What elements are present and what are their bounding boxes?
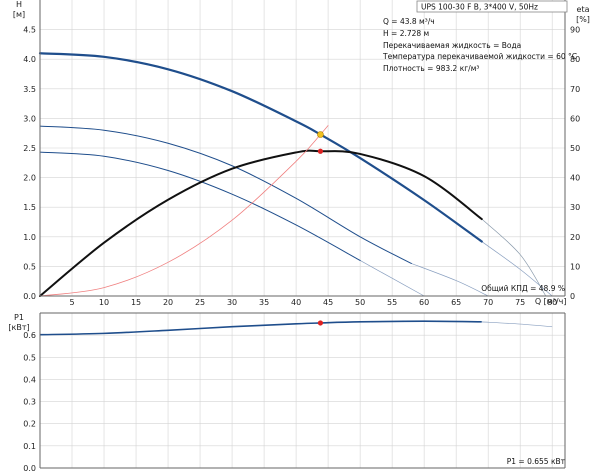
eta-tick-label: 0 bbox=[570, 292, 575, 301]
eta-tick-label: 50 bbox=[570, 144, 580, 153]
p1-tick-label: 0.2 bbox=[23, 420, 36, 429]
h-tick-label: 2.0 bbox=[23, 174, 36, 183]
h-axis-unit: [м] bbox=[13, 10, 25, 19]
power-point-marker bbox=[317, 320, 324, 326]
power-label: P1 = 0.655 кВт bbox=[507, 457, 566, 466]
p1-tick-label: 0.1 bbox=[23, 442, 36, 451]
q-tick-label: 20 bbox=[163, 298, 173, 307]
q-tick-label: 10 bbox=[99, 298, 109, 307]
p1-curve-extension bbox=[481, 321, 553, 328]
eta-tick-label: 10 bbox=[570, 262, 580, 271]
q-tick-label: 50 bbox=[355, 298, 365, 307]
info-line: Q = 43.8 м³/ч bbox=[383, 17, 435, 26]
eta-tick-label: 20 bbox=[570, 233, 580, 242]
q-axis-unit: [м³/ч] bbox=[544, 297, 567, 306]
axes bbox=[39, 0, 566, 469]
p1-tick-label: 0.4 bbox=[23, 375, 36, 384]
pump-curve-speed-2 bbox=[39, 125, 412, 264]
p1-axis-label: P1 bbox=[14, 313, 24, 322]
p1-tick-label: 0.5 bbox=[23, 353, 36, 362]
h-tick-label: 4.0 bbox=[23, 55, 36, 64]
h-axis-label: H bbox=[16, 0, 22, 9]
power-curves bbox=[39, 320, 553, 336]
h-tick-label: 3.0 bbox=[23, 114, 36, 123]
q-tick-label: 75 bbox=[515, 298, 525, 307]
info-line: H = 2.728 м bbox=[383, 29, 429, 38]
p1-tick-label: 0.0 bbox=[23, 464, 36, 473]
q-tick-label: 55 bbox=[387, 298, 397, 307]
pump-curve-speed-3-extension bbox=[481, 241, 553, 297]
q-tick-label: 15 bbox=[131, 298, 141, 307]
pump-label: UPS 100-30 F B, 3*400 V, 50Hz bbox=[421, 3, 538, 12]
pump-curve-speed-1-extension bbox=[359, 260, 425, 297]
pump-label-box bbox=[416, 0, 568, 13]
q-tick-label: 65 bbox=[451, 298, 461, 307]
eta-tick-label: 40 bbox=[570, 174, 580, 183]
extension-curves bbox=[359, 218, 553, 297]
p1-tick-label: 0.6 bbox=[23, 331, 36, 340]
duty-point-marker bbox=[317, 131, 324, 138]
h-tick-label: 3.5 bbox=[23, 85, 36, 94]
eta-tick-label: 60 bbox=[570, 114, 580, 123]
q-tick-label: 30 bbox=[227, 298, 237, 307]
efficiency-curve bbox=[39, 149, 483, 297]
duty-info: Q = 43.8 м³/ч H = 2.728 м Перекачиваемая… bbox=[382, 17, 577, 73]
info-line: Плотность = 983.2 кг/м³ bbox=[383, 64, 479, 73]
info-line: Температура перекачиваемой жидкости = 60… bbox=[382, 52, 577, 61]
p1-axis-unit: [кВт] bbox=[8, 323, 29, 332]
efficiency-point-marker bbox=[317, 148, 324, 154]
q-tick-label: 80 bbox=[547, 298, 557, 307]
bottom-grid bbox=[40, 313, 565, 468]
efficiency-label: Общий КПД = 48.9 % bbox=[481, 284, 565, 293]
eta-axis-label: eta bbox=[577, 5, 590, 14]
top-grid bbox=[40, 0, 565, 296]
markers bbox=[317, 131, 324, 326]
q-tick-label: 35 bbox=[259, 298, 269, 307]
pump-curve-speed-3 bbox=[38, 52, 483, 243]
q-tick-label: 40 bbox=[291, 298, 301, 307]
pump-curve-speed-1 bbox=[39, 151, 361, 261]
info-line: Перекачиваемая жидкость = Вода bbox=[383, 41, 521, 50]
h-tick-label: 0.5 bbox=[23, 262, 36, 271]
h-tick-label: 2.5 bbox=[23, 144, 36, 153]
eta-tick-label: 90 bbox=[570, 26, 580, 35]
q-axis-label: Q bbox=[535, 297, 541, 306]
p1-curve bbox=[39, 320, 482, 336]
q-tick-label: 60 bbox=[419, 298, 429, 307]
q-tick-label: 70 bbox=[483, 298, 493, 307]
pump-curves bbox=[38, 52, 483, 297]
eta-tick-label: 80 bbox=[570, 55, 580, 64]
q-tick-label: 5 bbox=[69, 298, 74, 307]
efficiency-curve-extension bbox=[481, 218, 547, 297]
eta-tick-label: 70 bbox=[570, 85, 580, 94]
pump-curve-speed-2-extension bbox=[411, 263, 489, 297]
eta-tick-label: 30 bbox=[570, 203, 580, 212]
tick-labels: 0.0 0.5 1.0 1.5 2.0 2.5 3.0 3.5 4.0 4.5 0 10 20 30 40 5… bbox=[23, 26, 580, 473]
h-tick-label: 1.5 bbox=[23, 203, 36, 212]
p1-tick-label: 0.3 bbox=[23, 398, 36, 407]
h-tick-label: 1.0 bbox=[23, 233, 36, 242]
eta-axis-unit: [%] bbox=[576, 15, 590, 24]
q-tick-label: 45 bbox=[323, 298, 333, 307]
q-tick-label: 25 bbox=[195, 298, 205, 307]
h-tick-label: 0.0 bbox=[23, 292, 36, 301]
h-tick-label: 4.5 bbox=[23, 26, 36, 35]
